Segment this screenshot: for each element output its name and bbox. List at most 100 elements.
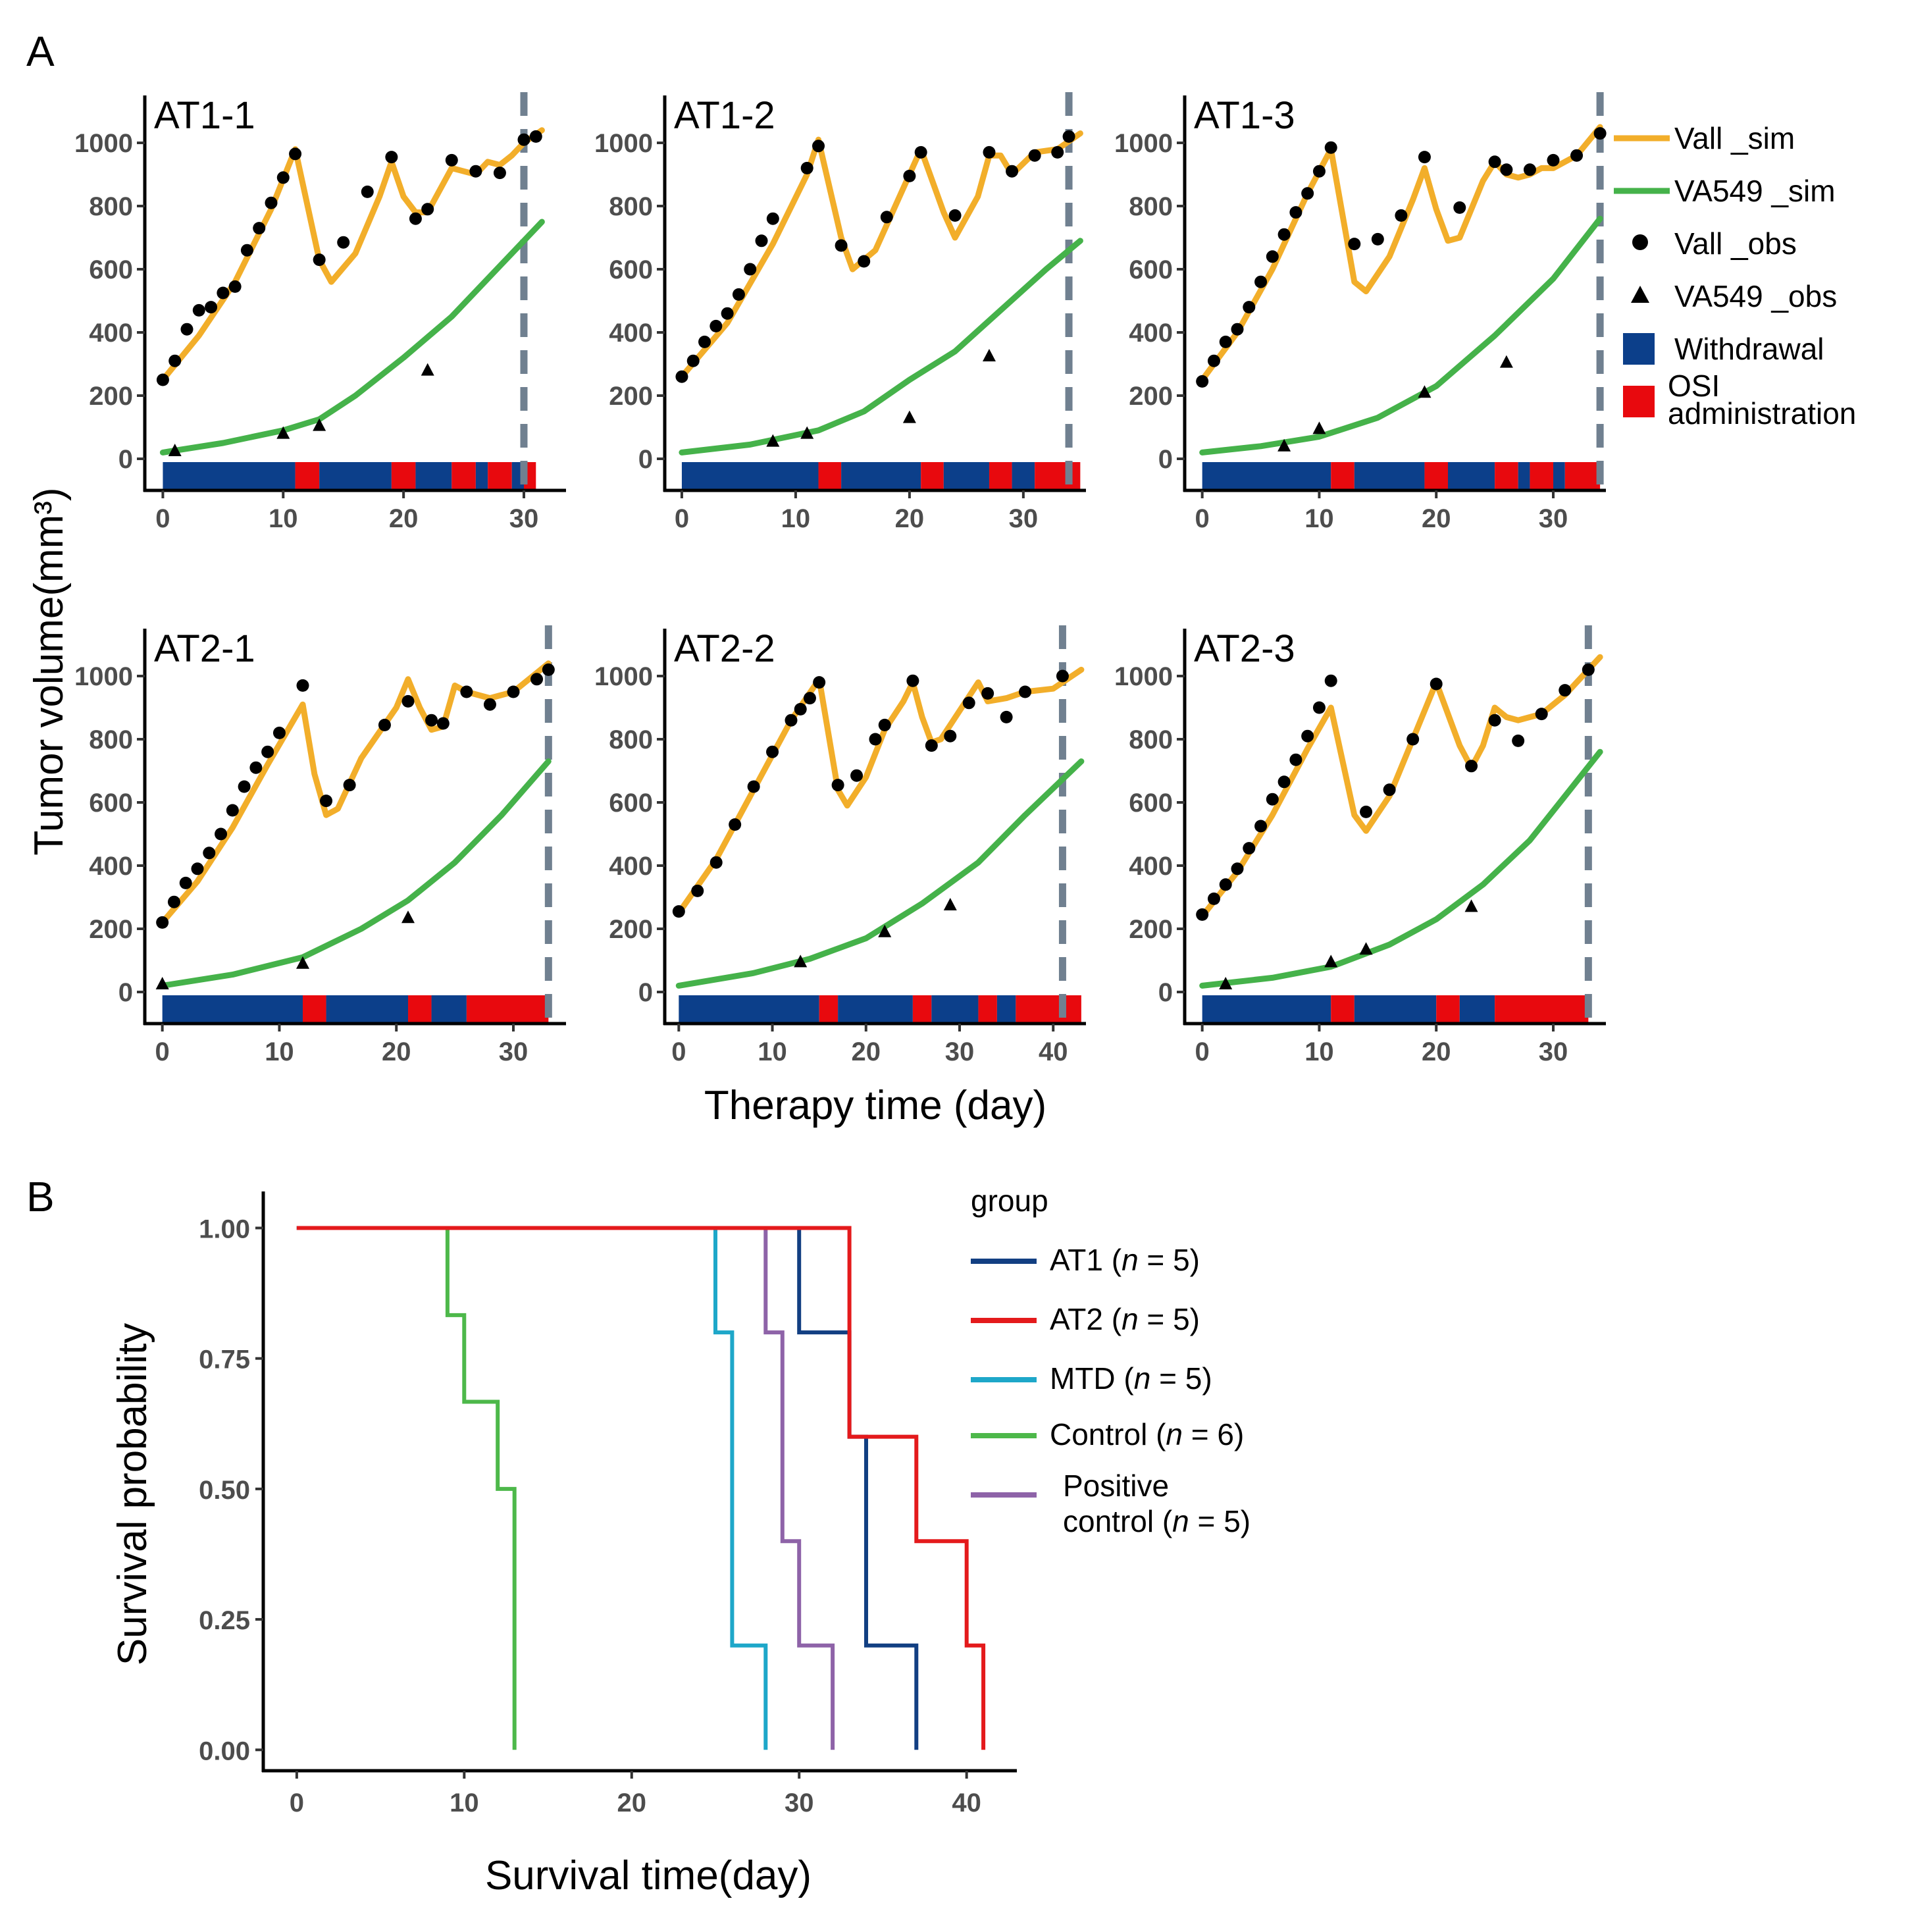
x-tick-label: 20: [852, 1037, 881, 1066]
v-all-obs-point: [785, 714, 798, 727]
x-tick-label: 20: [617, 1788, 647, 1817]
osi-segment: [1495, 995, 1589, 1022]
legend-label-line1: Positive: [1063, 1469, 1169, 1503]
v-all-obs-point: [944, 729, 957, 743]
withdrawal-segment: [475, 462, 488, 489]
withdrawal-segment: [1459, 995, 1495, 1022]
v-all-obs-point: [226, 804, 239, 817]
v-a549-obs-point: [1359, 942, 1373, 955]
legend-item: VA549 _obs: [1631, 279, 1837, 313]
v-all-obs-point: [1254, 820, 1268, 833]
v-all-obs-point: [168, 354, 182, 367]
y-tick-label: 0: [1158, 445, 1173, 474]
v-all-obs-point: [425, 714, 438, 727]
y-tick-label: 0: [638, 978, 653, 1007]
y-tick-label: 1000: [1114, 662, 1173, 691]
v-all-obs-point: [732, 288, 745, 301]
v-all-obs-point: [794, 702, 807, 716]
y-tick-label: 1000: [74, 129, 133, 158]
withdrawal-segment: [996, 995, 1016, 1022]
v-all-sim-line: [1199, 654, 1603, 920]
subplot-title: AT1-2: [674, 94, 775, 137]
osi-segment: [1016, 995, 1081, 1022]
v-a549-obs-point: [982, 349, 996, 361]
v-all-obs-point: [445, 153, 458, 167]
v-all-obs-point: [1312, 701, 1326, 714]
osi-segment: [921, 462, 944, 489]
survival-curve-AT2: [296, 1226, 986, 1750]
survival-curve-AT1: [296, 1226, 919, 1750]
legend-label: AT1 (n = 5): [1050, 1243, 1200, 1277]
v-a549-obs-point: [1324, 954, 1338, 968]
x-tick-label: 20: [1422, 504, 1451, 533]
v-a549-sim-line: [675, 758, 1085, 989]
legend-item: AT1 (n = 5): [971, 1243, 1200, 1277]
v-all-obs-point: [529, 130, 542, 143]
x-tick-label: 20: [382, 1037, 411, 1066]
v-all-obs-point: [493, 167, 506, 180]
survival-curve-Control: [296, 1226, 517, 1750]
v-all-obs-point: [261, 745, 274, 758]
v-all-obs-point: [1465, 760, 1478, 773]
v-all-obs-point: [1324, 674, 1337, 687]
v-all-obs-point: [983, 145, 996, 159]
osi-segment: [466, 995, 549, 1022]
x-tick-label: 20: [1422, 1037, 1451, 1066]
y-tick-label: 0.00: [199, 1736, 250, 1765]
legend-item: MTD (n = 5): [971, 1361, 1212, 1396]
x-tick-label: 30: [499, 1037, 529, 1066]
withdrawal-segment: [1354, 462, 1425, 489]
v-all-obs-point: [744, 263, 757, 276]
v-all-obs-point: [835, 239, 848, 252]
v-all-obs-point: [313, 253, 326, 267]
v-all-obs-point: [1207, 354, 1220, 367]
subplot-AT2-1: 0 200 400 600 800 1000 0 10 20 30 AT2-1: [74, 625, 566, 1066]
v-all-obs-point: [1488, 714, 1501, 727]
v-all-obs-point: [1500, 163, 1513, 176]
v-all-obs-point: [1535, 708, 1548, 721]
v-all-obs-point: [401, 694, 415, 708]
y-tick-label: 400: [1129, 852, 1173, 881]
v-all-obs-point: [217, 286, 230, 300]
x-tick-label: 30: [1009, 504, 1039, 533]
v-all-obs-point: [1006, 165, 1019, 178]
v-all-obs-point: [228, 280, 242, 293]
v-all-obs-point: [1219, 335, 1232, 348]
v-all-obs-point: [1348, 238, 1361, 251]
osi-segment: [1331, 462, 1354, 489]
v-all-obs-point: [747, 780, 760, 793]
v-all-obs-point: [962, 696, 975, 710]
x-tick-label: 10: [1304, 1037, 1334, 1066]
y-tick-label: 600: [1129, 789, 1173, 818]
withdrawal-segment: [679, 995, 819, 1022]
withdrawal-segment: [838, 995, 913, 1022]
subplot-title: AT2-3: [1194, 627, 1295, 670]
withdrawal-segment: [681, 462, 819, 489]
y-tick-label: 600: [1129, 255, 1173, 284]
v-all-obs-point: [803, 692, 816, 705]
v-all-obs-point: [205, 301, 218, 314]
v-all-obs-point: [1277, 228, 1291, 241]
legend-item: AT2 (n = 5): [971, 1302, 1200, 1336]
y-tick-label: 400: [89, 319, 133, 348]
v-all-obs-point: [1056, 669, 1069, 683]
y-tick-label: 200: [1129, 382, 1173, 411]
subplot-AT2-3: 0 200 400 600 800 1000 0 10 20 30 AT2-3: [1114, 625, 1606, 1066]
v-all-obs-point: [1593, 127, 1607, 140]
y-tick-label: 0.75: [199, 1345, 250, 1374]
osi-segment: [408, 995, 432, 1022]
legend-item: VA549 _sim: [1614, 174, 1836, 208]
v-all-obs-point: [1231, 862, 1244, 875]
legend-square-swatch: [1623, 386, 1655, 417]
x-tick-label: 0: [155, 1037, 170, 1066]
v-all-obs-point: [1570, 149, 1584, 162]
legend-item: Vall _sim: [1614, 121, 1795, 155]
v-all-obs-point: [272, 726, 286, 739]
treatment-bar: [163, 462, 536, 489]
withdrawal-segment: [326, 995, 408, 1022]
v-all-obs-point: [179, 876, 192, 889]
withdrawal-segment: [1202, 462, 1331, 489]
v-all-obs-point: [1254, 275, 1268, 288]
